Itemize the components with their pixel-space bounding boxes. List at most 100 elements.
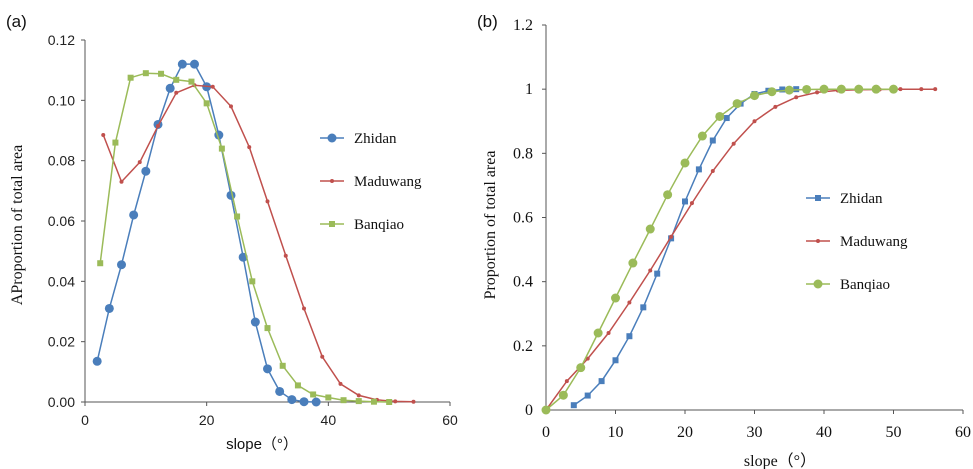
data-point-maduwang [247,145,252,150]
data-point-zhidan [275,386,285,396]
x-ticks-b: 0 10 20 30 40 50 60 [542,410,971,441]
x-tick-label: 10 [608,424,624,441]
data-point-maduwang [393,399,398,404]
data-point-maduwang [265,199,270,204]
legend-label-banqiao: Banqiao [354,217,404,233]
data-point-banqiao [750,91,759,101]
x-axis-label-b: slope（°） [744,452,816,469]
data-point-zhidan [779,86,786,93]
data-point-maduwang [585,356,590,361]
data-point-maduwang [606,331,611,335]
data-point-banqiao [249,278,256,285]
x-tick-label: 0 [542,424,550,441]
y-axis-label-a: AProportion of total area [9,145,26,305]
legend-marker-zhidan [327,133,337,143]
legend-marker-maduwang [816,239,820,243]
series-line-maduwang [102,84,414,403]
x-tick-label: 40 [321,412,337,428]
data-point-banqiao [541,405,551,415]
data-point-zhidan [177,59,187,69]
data-point-banqiao [158,70,165,77]
data-point-banqiao [386,399,393,405]
data-point-banqiao [663,190,673,200]
data-point-banqiao [854,84,864,94]
y-tick-label: 0.04 [48,273,75,289]
x-tick-label: 0 [81,412,89,428]
data-point-maduwang [210,84,215,89]
data-point-banqiao [802,84,812,94]
data-point-banqiao [697,131,707,141]
data-point-maduwang [156,123,160,128]
data-point-banqiao [173,76,180,83]
y-tick-label: 0.06 [48,213,75,229]
data-point-maduwang [919,87,924,92]
data-point-maduwang [174,90,179,95]
data-point-maduwang [815,90,820,95]
legend-item-zhidan: Zhidan [806,191,883,207]
data-point-maduwang [669,234,674,239]
data-point-zhidan [165,83,175,93]
data-point-banqiao [264,325,271,332]
y-tick-label: 0.2 [513,338,533,355]
x-tick-label: 40 [816,424,832,441]
data-point-banqiao [370,398,377,405]
data-point-banqiao [611,293,620,303]
y-tick-label: 0.12 [48,32,75,48]
data-point-banqiao [142,70,149,77]
y-tick-label: 0.10 [48,92,75,108]
legend-marker-banqiao [813,279,823,289]
y-tick-label: 0 [525,402,533,419]
data-point-banqiao [310,391,317,398]
y-tick-label: 0.6 [513,210,533,227]
data-point-maduwang [627,300,632,305]
data-point-maduwang [119,179,124,184]
chart-panel-b: (b) Proportion of total area slope（°） 00… [477,12,971,469]
data-point-banqiao [645,224,655,234]
data-point-banqiao [112,139,119,146]
panel-label-a: (a) [6,12,27,31]
data-point-zhidan [287,395,297,405]
data-point-banqiao [279,362,286,369]
legend-b: Zhidan Maduwang Banqiao [806,191,908,293]
data-point-maduwang [302,306,306,311]
data-point-maduwang [411,399,416,404]
data-point-banqiao [593,328,603,338]
data-point-zhidan [299,397,309,407]
data-point-maduwang [320,354,325,359]
data-point-maduwang [689,201,694,206]
legend-label-maduwang: Maduwang [840,234,908,250]
data-point-banqiao [767,87,777,97]
x-tick-label: 30 [747,424,763,441]
legend-item-banqiao: Banqiao [320,217,404,233]
y-tick-label: 0.8 [513,145,533,162]
data-point-banqiao [871,84,881,94]
data-point-banqiao [97,260,104,267]
data-point-banqiao [558,390,568,400]
y-tick-label: 1.2 [513,17,533,34]
y-ticks-a: 0.00 0.02 0.04 0.06 0.08 0.10 0.12 [48,32,85,410]
data-point-maduwang [731,141,736,146]
x-axis-label-a: slope（°） [226,436,298,453]
data-point-banqiao [188,78,195,85]
data-point-banqiao [340,397,347,404]
series-line-zhidan [573,88,797,406]
data-point-maduwang [229,104,233,109]
data-point-zhidan [104,303,114,313]
data-point-banqiao [836,84,846,94]
data-point-zhidan [598,378,605,385]
data-point-maduwang [752,119,757,124]
x-ticks-a: 0 20 40 60 [81,402,458,428]
legend-label-zhidan: Zhidan [840,191,883,207]
data-point-zhidan [570,402,577,409]
data-point-banqiao [628,258,638,268]
series-group-b [541,84,938,415]
x-tick-label: 60 [442,412,458,428]
series-zhidan [92,59,321,407]
data-point-banqiao [784,85,794,95]
data-point-zhidan [626,333,633,340]
data-point-maduwang [338,381,343,386]
y-tick-label: 0.4 [513,274,533,291]
data-point-maduwang [137,160,142,165]
legend-label-banqiao: Banqiao [840,277,890,293]
